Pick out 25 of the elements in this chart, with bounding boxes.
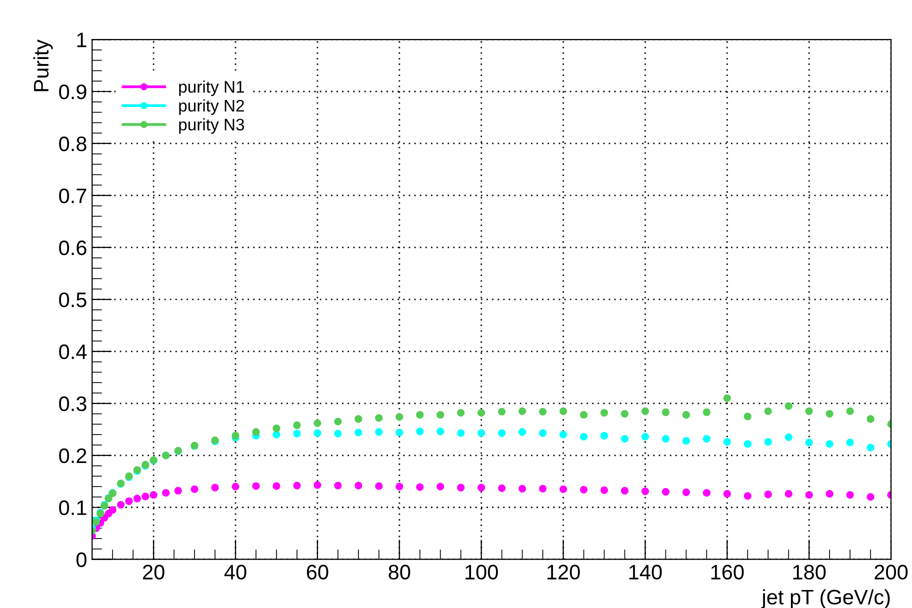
- x-tick-label: 140: [629, 564, 662, 580]
- y-tick-label: 0.3: [59, 396, 86, 412]
- y-tick-label: 0: [76, 552, 86, 568]
- legend-label: purity N2: [179, 99, 244, 115]
- x-tick-label: 160: [711, 564, 744, 580]
- x-tick-label: 120: [547, 564, 580, 580]
- x-tick-label: 40: [224, 564, 246, 580]
- x-tick-label: 60: [306, 564, 328, 580]
- x-tick-label: 180: [793, 564, 826, 580]
- y-tick-label: 0.1: [59, 500, 86, 516]
- y-tick-label: 0.7: [59, 188, 86, 204]
- x-tick-label: 100: [466, 564, 498, 580]
- y-tick-label: 1: [77, 32, 86, 48]
- y-axis-title: Purity: [33, 40, 53, 92]
- x-tick-label: 80: [388, 564, 410, 580]
- x-tick-label: 20: [143, 564, 164, 580]
- y-tick-label: 0.6: [59, 240, 86, 256]
- y-tick-label: 0.2: [59, 448, 86, 464]
- y-tick-label: 0.5: [59, 292, 86, 308]
- y-tick-label: 0.4: [59, 344, 87, 360]
- x-tick-label: 200: [874, 564, 908, 580]
- y-tick-label: 0.9: [59, 84, 86, 100]
- legend-label: purity N1: [179, 80, 244, 96]
- y-tick-label: 0.8: [59, 136, 86, 152]
- legend-label: purity N3: [179, 118, 244, 134]
